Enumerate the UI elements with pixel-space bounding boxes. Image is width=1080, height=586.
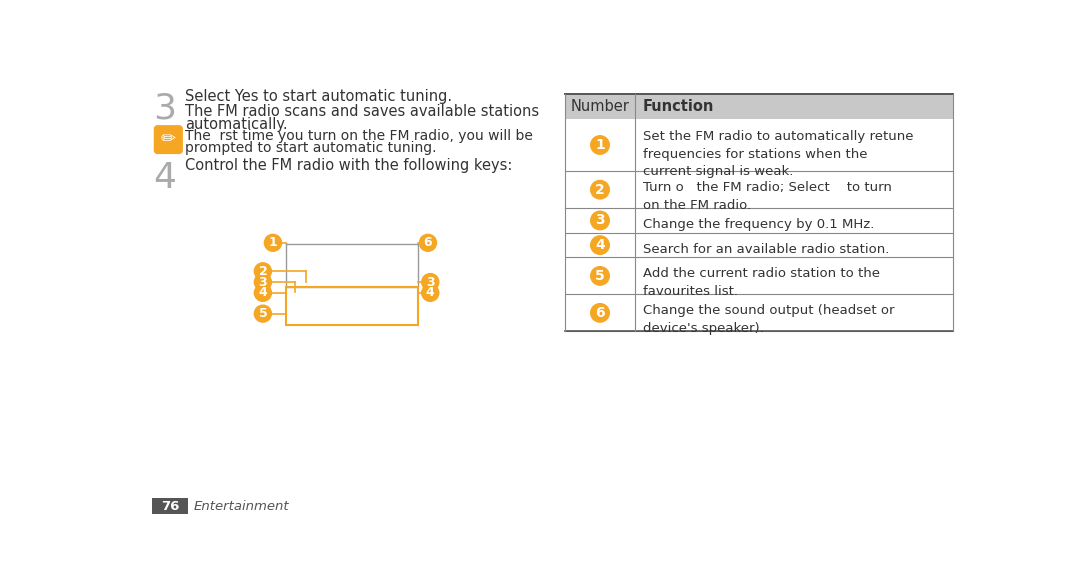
Text: 1: 1 [595,138,605,152]
Circle shape [591,304,609,322]
Text: automatically.: automatically. [186,117,288,131]
Circle shape [255,284,271,301]
Text: 76: 76 [161,500,179,513]
Text: Control the FM radio with the following keys:: Control the FM radio with the following … [186,158,513,173]
Text: prompted to start automatic tuning.: prompted to start automatic tuning. [186,141,437,155]
Text: Change the sound output (headset or
device's speaker).: Change the sound output (headset or devi… [643,304,894,335]
Circle shape [591,136,609,154]
FancyBboxPatch shape [565,94,953,119]
Circle shape [255,305,271,322]
FancyBboxPatch shape [156,127,181,153]
Circle shape [265,234,282,251]
Text: ✏: ✏ [161,130,176,148]
Circle shape [255,263,271,280]
Circle shape [422,274,438,291]
Text: 5: 5 [258,307,267,320]
Text: Change the frequency by 0.1 MHz.: Change the frequency by 0.1 MHz. [643,218,874,231]
FancyBboxPatch shape [152,499,188,514]
Text: The  rst time you turn on the FM radio, you will be: The rst time you turn on the FM radio, y… [186,129,534,143]
Text: Entertainment: Entertainment [194,500,289,513]
Text: 6: 6 [423,236,432,249]
Circle shape [591,267,609,285]
Text: 4: 4 [595,238,605,252]
Text: 6: 6 [595,306,605,320]
Text: Select Yes to start automatic tuning.: Select Yes to start automatic tuning. [186,89,453,104]
Text: Search for an available radio station.: Search for an available radio station. [643,243,889,256]
Text: 2: 2 [595,183,605,197]
Text: 4: 4 [426,287,434,299]
Text: 2: 2 [258,265,267,278]
Text: 3: 3 [258,275,267,288]
Text: Turn o   the FM radio; Select    to turn
on the FM radio.: Turn o the FM radio; Select to turn on t… [643,181,891,212]
Text: Number: Number [570,99,630,114]
Text: 4: 4 [258,287,267,299]
Text: 3: 3 [153,92,176,126]
Circle shape [255,274,271,291]
Text: 3: 3 [426,275,434,288]
Text: 5: 5 [595,269,605,283]
Text: 4: 4 [153,161,176,195]
Circle shape [591,236,609,254]
Text: Function: Function [643,99,714,114]
Text: 1: 1 [269,236,278,249]
Circle shape [591,180,609,199]
Text: Set the FM radio to automatically retune
frequencies for stations when the
curre: Set the FM radio to automatically retune… [643,130,913,178]
Circle shape [422,284,438,301]
Text: The FM radio scans and saves available stations: The FM radio scans and saves available s… [186,104,540,119]
Text: 3: 3 [595,213,605,227]
Text: Add the current radio station to the
favourites list.: Add the current radio station to the fav… [643,267,879,298]
Circle shape [419,234,436,251]
Circle shape [591,211,609,230]
